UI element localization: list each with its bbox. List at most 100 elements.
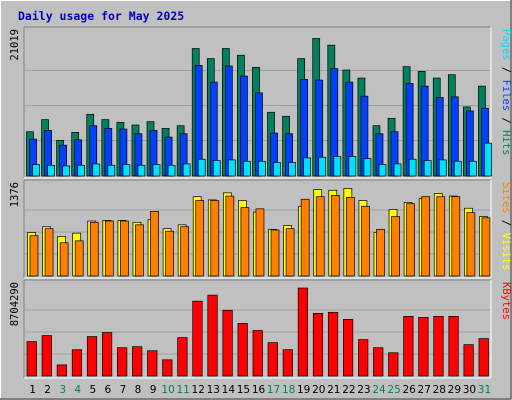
- bar-kbytes: [41, 335, 52, 377]
- x-tick-label: 10: [161, 384, 174, 396]
- bar-pages: [363, 158, 372, 177]
- series-axis-label-part: /: [500, 61, 512, 80]
- bar-pages: [469, 160, 477, 177]
- x-axis: 1 2 3 4 5 6 7 8 9 10 11 12 13 14 15 16 17 18 19 20 21 22 23 24 2…: [29, 384, 491, 396]
- bar-sites: [270, 229, 280, 277]
- bar-sites: [225, 195, 235, 277]
- bar-kbytes: [343, 319, 354, 377]
- bar-kbytes: [101, 332, 113, 377]
- bar-sites: [74, 240, 84, 277]
- bar-sites: [361, 205, 370, 277]
- bar-kbytes: [312, 312, 324, 377]
- panel-2: 1376 Sites / Visits: [9, 179, 512, 279]
- bar-pages: [167, 164, 176, 177]
- bar-sites: [59, 242, 69, 277]
- bar-kbytes: [177, 337, 188, 377]
- bar-pages: [152, 164, 161, 177]
- x-tick-label: 8: [135, 384, 142, 396]
- series-axis-label: Pages / Files / Hits: [500, 29, 512, 155]
- x-tick-label: 6: [105, 384, 112, 396]
- bar-kbytes: [448, 316, 459, 377]
- x-tick-label: 26: [402, 384, 416, 396]
- bar-sites: [240, 207, 250, 277]
- x-tick-label: 5: [89, 384, 96, 396]
- bar-sites: [210, 200, 220, 277]
- x-tick-label: 4: [74, 384, 81, 396]
- x-tick-label: 3: [59, 384, 66, 396]
- bar-sites: [29, 235, 39, 277]
- bar-pages: [197, 158, 206, 177]
- bar-sites: [330, 195, 340, 277]
- x-tick-label: 21: [327, 384, 340, 396]
- bar-kbytes: [388, 352, 399, 377]
- x-tick-label: 13: [207, 384, 220, 396]
- bar-sites: [451, 196, 461, 277]
- bar-pages: [122, 164, 131, 177]
- bar-kbytes: [86, 336, 98, 377]
- series-axis-label-part: Visits: [500, 233, 512, 271]
- chart-title: Daily usage for May 2025: [18, 9, 184, 23]
- bar-pages: [227, 159, 236, 177]
- bar-pages: [484, 142, 492, 177]
- bar-kbytes: [358, 339, 369, 377]
- bar-pages: [348, 156, 357, 177]
- series-axis-label: Sites / Visits: [500, 182, 512, 271]
- x-tick-label: 20: [312, 384, 325, 396]
- x-tick-label: 29: [448, 384, 461, 396]
- series-axis-label-part: /: [500, 214, 512, 233]
- x-tick-label: 19: [297, 384, 310, 396]
- x-tick-label: 1: [29, 384, 36, 396]
- bar-kbytes: [373, 347, 384, 377]
- series-axis-label-part: Sites: [500, 182, 512, 214]
- bar-sites: [376, 228, 385, 277]
- bar-sites: [135, 224, 144, 277]
- bar-sites: [120, 220, 129, 277]
- bar-files: [224, 65, 233, 177]
- x-tick-label: 24: [372, 384, 386, 396]
- bar-pages: [107, 164, 116, 177]
- bar-sites: [346, 196, 355, 277]
- bar-sites: [391, 216, 400, 277]
- bar-kbytes: [463, 344, 474, 377]
- bar-pages: [318, 156, 327, 177]
- panel-1: 21019 Pages / Files / Hits: [9, 26, 512, 179]
- x-tick-label: 18: [282, 384, 295, 396]
- bar-pages: [243, 160, 251, 177]
- panel-3: 8704290 KBytes: [9, 279, 512, 379]
- x-tick-label: 31: [478, 384, 491, 396]
- bar-kbytes: [56, 364, 67, 377]
- bar-sites: [150, 211, 159, 277]
- max-value-label: 8704290: [9, 282, 21, 326]
- x-tick-label: 2: [44, 384, 51, 396]
- bar-sites: [481, 217, 491, 277]
- x-tick-label: 30: [463, 384, 476, 396]
- bar-pages: [273, 162, 281, 177]
- x-tick-label: 12: [192, 384, 205, 396]
- bar-pages: [303, 157, 312, 177]
- series-axis-label-part: KBytes: [500, 282, 512, 320]
- bar-pages: [423, 160, 432, 177]
- max-value-label: 21019: [9, 29, 21, 61]
- x-tick-label: 28: [433, 384, 446, 396]
- series-axis-label-part: Files: [500, 80, 512, 112]
- bar-pages: [62, 165, 70, 177]
- x-tick-label: 25: [387, 384, 400, 396]
- bar-sites: [89, 221, 99, 277]
- series-axis-label-part: Hits: [500, 130, 512, 155]
- bar-pages: [393, 163, 402, 177]
- series-axis-label-part: Pages: [500, 29, 512, 61]
- bar-sites: [180, 226, 189, 277]
- bar-kbytes: [222, 309, 233, 377]
- bar-pages: [137, 164, 146, 177]
- chart-panels: 21019 Pages / Files / Hits 1376 Sites / Vis…: [9, 26, 512, 379]
- bar-kbytes: [26, 341, 37, 377]
- x-tick-label: 17: [267, 384, 280, 396]
- bar-sites: [44, 228, 54, 277]
- max-value-label: 1376: [9, 182, 21, 207]
- bar-pages: [92, 163, 101, 177]
- bar-kbytes: [418, 317, 429, 377]
- x-tick-label: 9: [150, 384, 157, 396]
- bar-kbytes: [403, 316, 414, 377]
- bar-kbytes: [192, 300, 203, 377]
